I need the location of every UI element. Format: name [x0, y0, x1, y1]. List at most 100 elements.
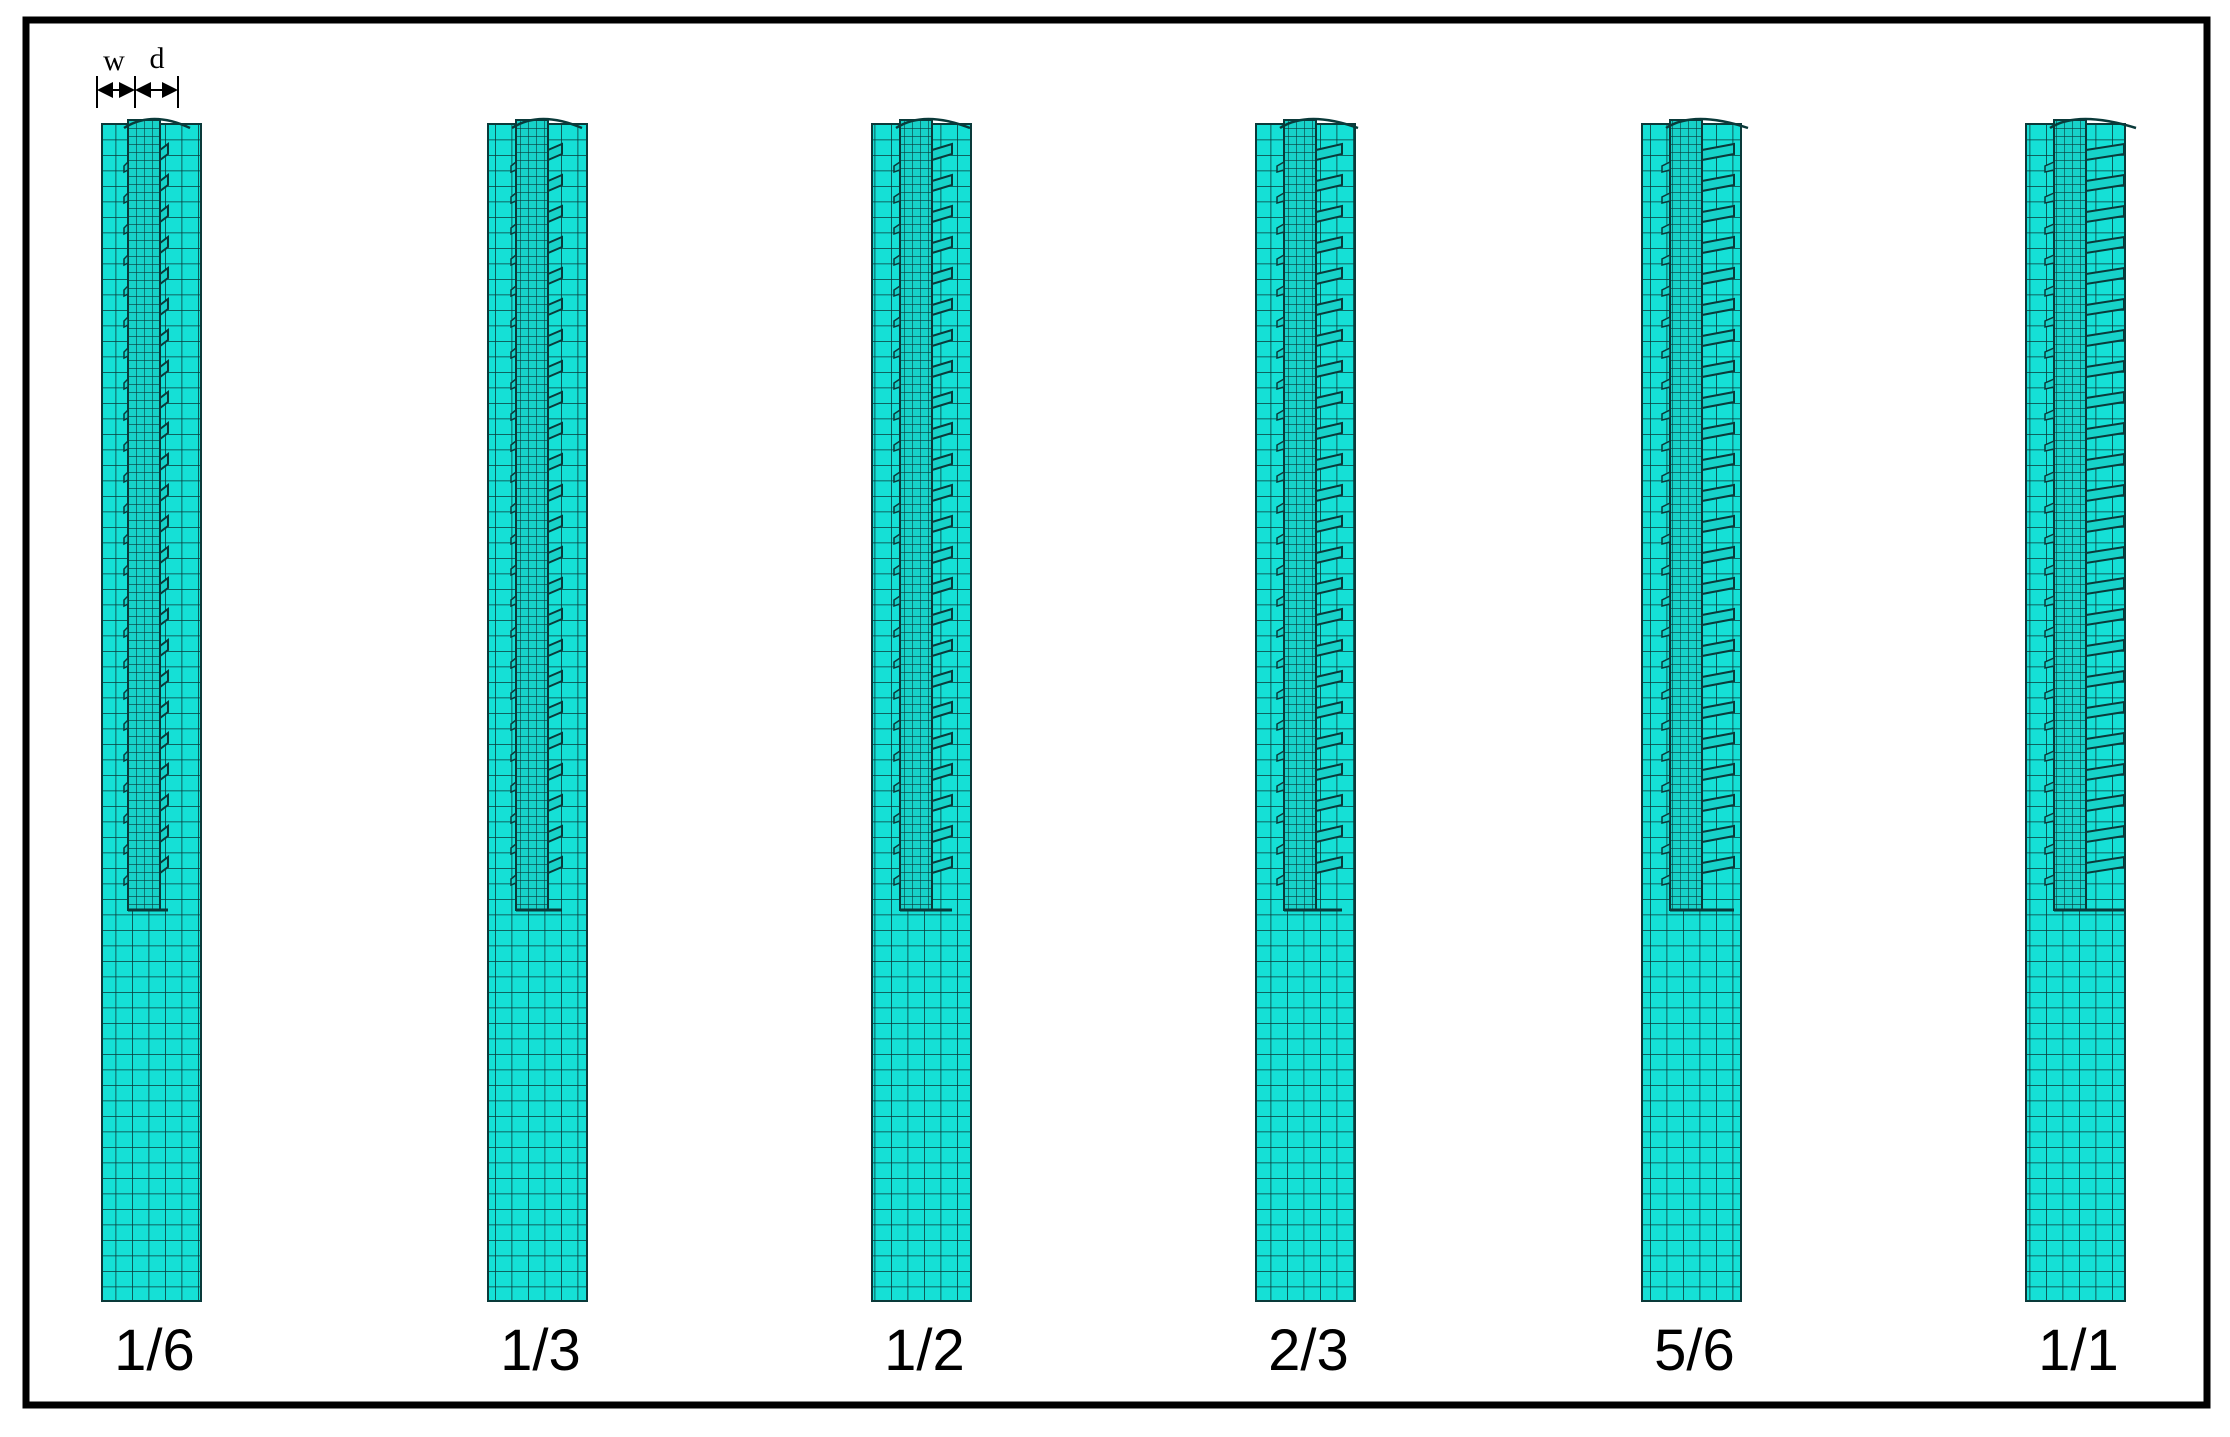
- screw-thread-back: [893, 253, 901, 267]
- screw-thread: [931, 328, 953, 348]
- screw-thread: [1701, 235, 1735, 255]
- screw-thread-back: [2044, 253, 2055, 266]
- screw-thread: [931, 824, 953, 844]
- panel-label: 1/6: [114, 1318, 195, 1383]
- screw-thread: [1315, 638, 1343, 658]
- screw-thread-back: [2044, 718, 2055, 731]
- screw-thread-back: [510, 160, 517, 174]
- screw-thread-back: [893, 222, 901, 236]
- screw-thread: [2085, 204, 2125, 224]
- screw-thread: [159, 297, 169, 317]
- screw-thread-back: [123, 284, 129, 298]
- screw-thread-back: [2044, 377, 2055, 390]
- screw-thread-back: [123, 470, 129, 484]
- screw-thread: [1701, 173, 1735, 193]
- screw-thread: [931, 142, 953, 162]
- screw-head: [511, 117, 583, 130]
- screw-thread: [1315, 545, 1343, 565]
- annotation-d: d: [150, 42, 165, 75]
- screw-thread: [1701, 638, 1735, 658]
- screw-thread: [931, 173, 953, 193]
- screw-thread-back: [1276, 439, 1285, 452]
- screw-thread-back: [510, 191, 517, 205]
- screw-thread-back: [1661, 563, 1671, 576]
- screw-thread: [1315, 142, 1343, 162]
- screw-thread-back: [893, 532, 901, 546]
- screw-thread: [1701, 793, 1735, 813]
- screw-thread-back: [1661, 501, 1671, 514]
- screw-thread: [547, 390, 563, 410]
- screw-shaft: [1283, 119, 1317, 911]
- screw-thread-back: [1276, 811, 1285, 824]
- screw-thread: [159, 514, 169, 534]
- screw-shaft: [127, 119, 161, 911]
- screw-thread: [1701, 514, 1735, 534]
- screw-thread: [2085, 266, 2125, 286]
- screw-thread-back: [2044, 439, 2055, 452]
- screw-thread: [1701, 204, 1735, 224]
- screw-thread: [931, 452, 953, 472]
- screw-thread: [1701, 142, 1735, 162]
- screw-thread-back: [123, 191, 129, 205]
- screw-thread: [547, 855, 563, 875]
- screw-thread: [2085, 669, 2125, 689]
- screw-thread-back: [123, 780, 129, 794]
- screw-thread: [2085, 421, 2125, 441]
- screw-thread: [931, 297, 953, 317]
- screw-thread: [547, 700, 563, 720]
- screw-thread: [159, 700, 169, 720]
- screw-thread-back: [123, 842, 129, 856]
- screw-shaft: [515, 119, 549, 911]
- screw-thread-back: [893, 470, 901, 484]
- screw-thread: [1315, 452, 1343, 472]
- screw-thread-back: [510, 718, 517, 732]
- screw-thread: [159, 390, 169, 410]
- screw-thread-back: [2044, 873, 2055, 886]
- screw-thread: [547, 173, 563, 193]
- screw-thread: [547, 824, 563, 844]
- screw-thread: [159, 855, 169, 875]
- screw-thread: [931, 359, 953, 379]
- panel-label: 1/2: [884, 1318, 965, 1383]
- screw-thread: [547, 421, 563, 441]
- screw-thread-back: [510, 501, 517, 515]
- screw-thread-back: [510, 873, 517, 887]
- screw-thread: [159, 793, 169, 813]
- screw-thread-back: [893, 377, 901, 391]
- screw-thread-back: [893, 563, 901, 577]
- screw-thread: [2085, 452, 2125, 472]
- screw-thread-back: [123, 625, 129, 639]
- screw-thread: [159, 607, 169, 627]
- screw-thread: [1315, 204, 1343, 224]
- screw-thread-back: [1661, 315, 1671, 328]
- screw-thread-back: [510, 222, 517, 236]
- screw-thread: [1315, 359, 1343, 379]
- screw-thread: [159, 576, 169, 596]
- screw-thread-back: [2044, 346, 2055, 359]
- screw-thread: [2085, 235, 2125, 255]
- screw-thread: [1315, 390, 1343, 410]
- screw-head: [895, 117, 971, 130]
- screw-thread: [931, 793, 953, 813]
- screw-thread: [159, 421, 169, 441]
- screw-thread-back: [2044, 563, 2055, 576]
- screw-thread-back: [2044, 408, 2055, 421]
- screw-thread-back: [123, 687, 129, 701]
- screw-thread: [1701, 762, 1735, 782]
- screw-thread-back: [510, 346, 517, 360]
- screw-thread: [159, 204, 169, 224]
- screw-thread: [1701, 576, 1735, 596]
- screw-thread-back: [893, 873, 901, 887]
- screw-thread: [2085, 390, 2125, 410]
- screw-thread-back: [1276, 718, 1285, 731]
- screw-thread: [931, 731, 953, 751]
- screw-thread-back: [510, 625, 517, 639]
- screw-thread: [547, 731, 563, 751]
- screw-thread-back: [893, 346, 901, 360]
- screw-thread: [931, 266, 953, 286]
- screw-thread-back: [1661, 222, 1671, 235]
- screw-thread-back: [1661, 687, 1671, 700]
- screw-thread-back: [893, 780, 901, 794]
- screw-thread: [1701, 731, 1735, 751]
- screw-thread: [931, 483, 953, 503]
